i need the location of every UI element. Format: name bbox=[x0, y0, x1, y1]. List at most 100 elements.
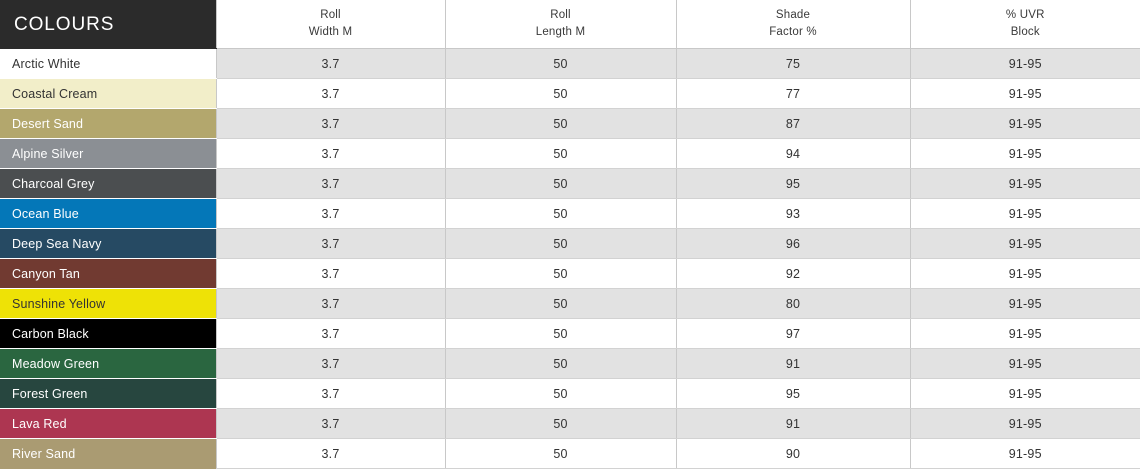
roll-length-value: 50 bbox=[444, 78, 676, 109]
roll-length-value: 50 bbox=[444, 198, 676, 229]
uvr-block-value: 91-95 bbox=[909, 408, 1140, 439]
roll-length-header-line2: Length M bbox=[535, 26, 586, 38]
shade-factor-value: 96 bbox=[675, 228, 910, 259]
colour-name-label: Charcoal Grey bbox=[12, 176, 95, 191]
table-row: Charcoal Grey 3.7 50 95 91-95 bbox=[0, 168, 1140, 199]
colour-swatch-cell[interactable]: Charcoal Grey bbox=[0, 168, 216, 199]
colour-swatch-cell[interactable]: Canyon Tan bbox=[0, 258, 216, 289]
roll-width-value: 3.7 bbox=[215, 78, 445, 109]
table-row: Carbon Black 3.7 50 97 91-95 bbox=[0, 318, 1140, 349]
column-header-colours: COLOURS bbox=[0, 0, 216, 49]
column-header-roll-length: Roll Length M bbox=[444, 0, 676, 49]
colour-name-label: Sunshine Yellow bbox=[12, 296, 106, 311]
roll-width-header-label: Roll Width M bbox=[217, 7, 445, 40]
uvr-block-value: 91-95 bbox=[909, 78, 1140, 109]
colours-title: COLOURS bbox=[14, 13, 115, 35]
table-row: Deep Sea Navy 3.7 50 96 91-95 bbox=[0, 228, 1140, 259]
colour-swatch-cell[interactable]: Arctic White bbox=[0, 48, 216, 79]
colour-name-label: Canyon Tan bbox=[12, 266, 80, 281]
roll-width-value: 3.7 bbox=[215, 198, 445, 229]
roll-width-value: 3.7 bbox=[215, 48, 445, 79]
roll-length-value: 50 bbox=[444, 408, 676, 439]
colour-swatch-cell[interactable]: Meadow Green bbox=[0, 348, 216, 379]
table-row: Canyon Tan 3.7 50 92 91-95 bbox=[0, 258, 1140, 289]
shade-factor-value: 95 bbox=[675, 168, 910, 199]
table-row: Forest Green 3.7 50 95 91-95 bbox=[0, 378, 1140, 409]
shade-factor-header-line2: Factor % bbox=[769, 26, 817, 38]
shade-factor-header-line1: Shade bbox=[775, 9, 811, 22]
shade-factor-value: 95 bbox=[675, 378, 910, 409]
table-row: Alpine Silver 3.7 50 94 91-95 bbox=[0, 138, 1140, 169]
roll-length-value: 50 bbox=[444, 438, 676, 469]
colour-swatch-cell[interactable]: Ocean Blue bbox=[0, 198, 216, 229]
roll-width-value: 3.7 bbox=[215, 438, 445, 469]
roll-length-header-line1: Roll bbox=[550, 9, 571, 22]
shade-factor-value: 97 bbox=[675, 318, 910, 349]
colour-name-label: Arctic White bbox=[12, 56, 81, 71]
colour-name-label: Alpine Silver bbox=[12, 146, 84, 161]
colour-swatch-cell[interactable]: River Sand bbox=[0, 438, 216, 469]
column-header-shade-factor: Shade Factor % bbox=[675, 0, 910, 49]
colour-name-label: Lava Red bbox=[12, 416, 67, 431]
roll-length-value: 50 bbox=[444, 288, 676, 319]
colour-name-label: Carbon Black bbox=[12, 326, 89, 341]
shade-factor-value: 93 bbox=[675, 198, 910, 229]
uvr-block-header-label: % UVR Block bbox=[911, 7, 1140, 40]
roll-width-value: 3.7 bbox=[215, 318, 445, 349]
colour-swatch-cell[interactable]: Coastal Cream bbox=[0, 78, 216, 109]
table-row: Meadow Green 3.7 50 91 91-95 bbox=[0, 348, 1140, 379]
roll-width-header-line1: Roll bbox=[320, 9, 341, 22]
colour-name-label: Desert Sand bbox=[12, 116, 84, 131]
shade-factor-value: 92 bbox=[675, 258, 910, 289]
roll-length-value: 50 bbox=[444, 168, 676, 199]
colour-swatch-cell[interactable]: Deep Sea Navy bbox=[0, 228, 216, 259]
uvr-block-value: 91-95 bbox=[909, 48, 1140, 79]
table-row: Lava Red 3.7 50 91 91-95 bbox=[0, 408, 1140, 439]
colour-swatch-cell[interactable]: Alpine Silver bbox=[0, 138, 216, 169]
colour-swatch-cell[interactable]: Sunshine Yellow bbox=[0, 288, 216, 319]
uvr-block-value: 91-95 bbox=[909, 288, 1140, 319]
shade-factor-value: 91 bbox=[675, 408, 910, 439]
uvr-block-value: 91-95 bbox=[909, 108, 1140, 139]
roll-width-value: 3.7 bbox=[215, 348, 445, 379]
roll-width-value: 3.7 bbox=[215, 378, 445, 409]
colour-swatch-cell[interactable]: Lava Red bbox=[0, 408, 216, 439]
table-body: Arctic White 3.7 50 75 91-95 Coastal Cream 3.7… bbox=[0, 48, 1140, 469]
table-row: Sunshine Yellow 3.7 50 80 91-95 bbox=[0, 288, 1140, 319]
uvr-block-header-line2: Block bbox=[1010, 26, 1040, 38]
shade-factor-value: 94 bbox=[675, 138, 910, 169]
shade-factor-value: 87 bbox=[675, 108, 910, 139]
header-row: COLOURS Roll Width M Roll Length M bbox=[0, 0, 1140, 49]
colour-name-label: Forest Green bbox=[12, 386, 88, 401]
roll-length-value: 50 bbox=[444, 108, 676, 139]
shade-factor-value: 75 bbox=[675, 48, 910, 79]
colour-swatch-cell[interactable]: Forest Green bbox=[0, 378, 216, 409]
colour-swatch-cell[interactable]: Carbon Black bbox=[0, 318, 216, 349]
shade-factor-value: 90 bbox=[675, 438, 910, 469]
roll-width-header-line2: Width M bbox=[308, 26, 353, 38]
uvr-block-value: 91-95 bbox=[909, 138, 1140, 169]
roll-width-value: 3.7 bbox=[215, 228, 445, 259]
uvr-block-value: 91-95 bbox=[909, 228, 1140, 259]
uvr-block-value: 91-95 bbox=[909, 258, 1140, 289]
roll-width-value: 3.7 bbox=[215, 288, 445, 319]
roll-width-value: 3.7 bbox=[215, 168, 445, 199]
roll-length-value: 50 bbox=[444, 48, 676, 79]
colour-name-label: Deep Sea Navy bbox=[12, 236, 102, 251]
uvr-block-header-line1: % UVR bbox=[1005, 9, 1045, 22]
uvr-block-value: 91-95 bbox=[909, 168, 1140, 199]
colour-name-label: Ocean Blue bbox=[12, 206, 79, 221]
uvr-block-value: 91-95 bbox=[909, 438, 1140, 469]
shade-factor-value: 77 bbox=[675, 78, 910, 109]
roll-length-value: 50 bbox=[444, 228, 676, 259]
table-row: River Sand 3.7 50 90 91-95 bbox=[0, 438, 1140, 469]
colour-name-label: Meadow Green bbox=[12, 356, 100, 371]
roll-width-value: 3.7 bbox=[215, 138, 445, 169]
roll-length-value: 50 bbox=[444, 258, 676, 289]
shade-factor-value: 80 bbox=[675, 288, 910, 319]
uvr-block-value: 91-95 bbox=[909, 198, 1140, 229]
table-row: Desert Sand 3.7 50 87 91-95 bbox=[0, 108, 1140, 139]
colour-swatch-cell[interactable]: Desert Sand bbox=[0, 108, 216, 139]
